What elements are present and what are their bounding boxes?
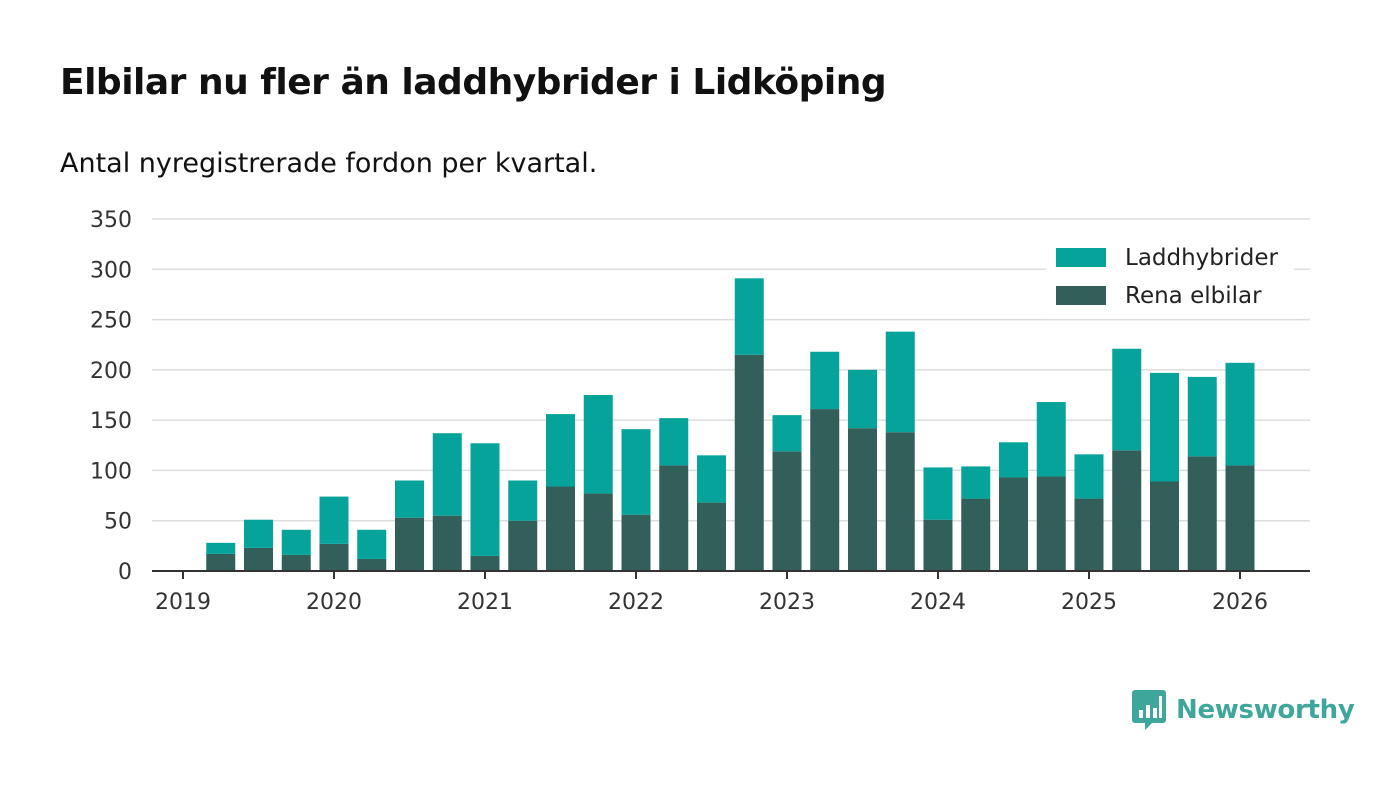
bar-rena-elbilar-19: [923, 519, 953, 571]
bar-laddhybrider-18: [885, 331, 915, 433]
bar-laddhybrider-12: [659, 418, 689, 466]
bar-rena-elbilar-24: [1112, 450, 1142, 571]
bar-laddhybrider-3: [319, 496, 349, 544]
newsworthy-logo-icon: [1132, 690, 1166, 730]
x-tick-label-2020: 2020: [306, 590, 362, 615]
bar-laddhybrider-5: [395, 480, 424, 518]
axes: 0 50 100 150 200 250 300 350 2019 2020 2021 2022 202…: [90, 208, 1310, 615]
bar-rena-elbilar-15: [772, 451, 802, 571]
x-tick-label-2019: 2019: [155, 590, 211, 615]
x-tick-label-2023: 2023: [759, 590, 815, 615]
bar-laddhybrider-8: [508, 480, 538, 521]
bar-rena-elbilar-11: [621, 514, 651, 571]
bar-laddhybrider-20: [961, 466, 991, 499]
bar-laddhybrider-6: [432, 433, 462, 516]
legend: Laddhybrider Rena elbilar: [1046, 237, 1294, 319]
y-tick-label-350: 350: [90, 208, 132, 233]
bar-laddhybrider-15: [772, 415, 802, 452]
bar-laddhybrider-13: [697, 455, 726, 503]
bar-rena-elbilar-3: [319, 543, 349, 571]
bar-laddhybrider-11: [621, 429, 651, 515]
y-tick-label-50: 50: [104, 510, 132, 535]
bar-rena-elbilar-23: [1074, 498, 1104, 571]
x-tick-label-2025: 2025: [1061, 590, 1117, 615]
y-tick-label-250: 250: [90, 309, 132, 334]
bars: [206, 278, 1255, 571]
brand-name: Newsworthy: [1176, 695, 1355, 725]
bar-rena-elbilar-8: [508, 520, 538, 571]
bar-laddhybrider-7: [470, 443, 500, 556]
brand-logo: Newsworthy: [1132, 690, 1355, 730]
bar-rena-elbilar-22: [1036, 476, 1066, 571]
y-tick-label-150: 150: [90, 409, 132, 434]
bar-laddhybrider-19: [923, 467, 953, 520]
y-tick-label-300: 300: [90, 258, 132, 283]
x-tick-label-2022: 2022: [608, 590, 664, 615]
bar-rena-elbilar-10: [583, 493, 613, 571]
bar-rena-elbilar-17: [848, 428, 877, 571]
bar-rena-elbilar-21: [999, 477, 1028, 571]
bar-rena-elbilar-12: [659, 465, 689, 571]
bar-laddhybrider-4: [357, 529, 387, 559]
bar-rena-elbilar-5: [395, 517, 424, 571]
bar-laddhybrider-26: [1187, 376, 1217, 457]
bar-laddhybrider-23: [1074, 454, 1104, 499]
bar-laddhybrider-10: [583, 395, 613, 494]
page-subtitle: Antal nyregistrerade fordon per kvartal.: [60, 148, 598, 179]
legend-label-0: Laddhybrider: [1125, 245, 1278, 271]
bar-rena-elbilar-2: [281, 554, 311, 571]
bar-laddhybrider-1: [244, 519, 273, 548]
bar-laddhybrider-21: [999, 442, 1028, 478]
bar-rena-elbilar-4: [357, 558, 387, 571]
x-tick-label-2024: 2024: [910, 590, 966, 615]
bar-rena-elbilar-13: [697, 502, 726, 571]
bar-rena-elbilar-1: [244, 547, 273, 571]
page-title: Elbilar nu fler än laddhybrider i Lidköp…: [60, 62, 887, 103]
bar-laddhybrider-2: [281, 529, 311, 555]
legend-label-1: Rena elbilar: [1125, 283, 1262, 309]
bar-rena-elbilar-6: [432, 515, 462, 571]
y-tick-label-200: 200: [90, 359, 132, 384]
bar-laddhybrider-17: [848, 369, 877, 429]
bar-rena-elbilar-0: [206, 553, 236, 571]
bar-laddhybrider-25: [1150, 372, 1179, 482]
bar-laddhybrider-0: [206, 542, 236, 554]
x-tick-label-2026: 2026: [1212, 590, 1268, 615]
bar-laddhybrider-16: [810, 351, 840, 410]
bar-rena-elbilar-14: [734, 354, 764, 571]
bar-rena-elbilar-9: [546, 486, 575, 571]
y-tick-label-100: 100: [90, 459, 132, 484]
bar-laddhybrider-14: [734, 278, 764, 355]
y-tick-label-0: 0: [118, 560, 132, 585]
bar-rena-elbilar-16: [810, 409, 840, 571]
bar-rena-elbilar-7: [470, 555, 500, 571]
bar-rena-elbilar-20: [961, 498, 991, 571]
x-tick-label-2021: 2021: [457, 590, 513, 615]
bar-laddhybrider-9: [546, 414, 575, 487]
bar-laddhybrider-22: [1036, 402, 1066, 477]
legend-swatch-0: [1056, 248, 1106, 267]
bar-rena-elbilar-25: [1150, 481, 1179, 571]
bar-laddhybrider-24: [1112, 348, 1142, 451]
bar-rena-elbilar-26: [1187, 456, 1217, 571]
bar-rena-elbilar-18: [885, 432, 915, 571]
legend-swatch-1: [1056, 286, 1106, 305]
bar-rena-elbilar-27: [1225, 465, 1255, 571]
bar-laddhybrider-27: [1225, 362, 1255, 466]
